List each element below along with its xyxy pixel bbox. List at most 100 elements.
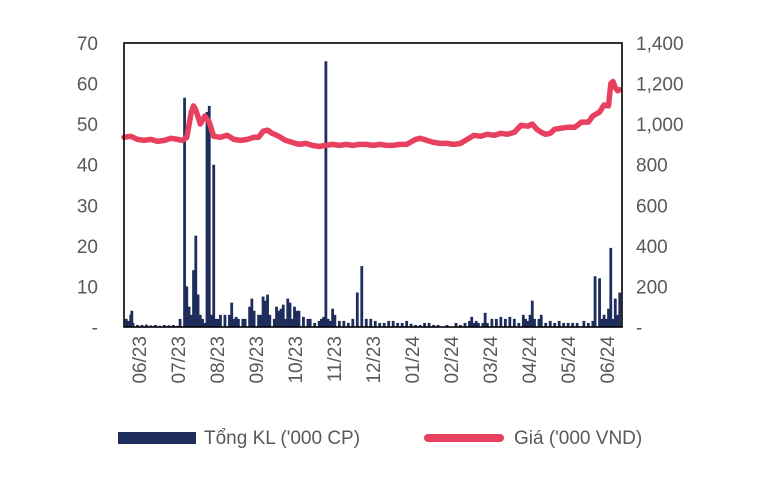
volume-bar: [140, 324, 144, 327]
volume-bar: [290, 318, 294, 327]
volume-bars: [124, 61, 622, 328]
volume-bar: [613, 298, 617, 327]
volume-bar: [275, 306, 278, 327]
volume-bar: [454, 322, 458, 327]
volume-bar: [517, 322, 521, 327]
y-right-tick-label: 200: [636, 277, 668, 298]
volume-bar: [427, 322, 431, 327]
y-right-tick-label: 1,400: [636, 34, 684, 55]
legend-swatch-volume: [118, 432, 196, 444]
volume-bar: [600, 318, 604, 327]
price-line: [121, 78, 623, 150]
volume-bar: [483, 312, 487, 327]
volume-bar: [436, 324, 440, 327]
volume-bar: [591, 320, 595, 327]
volume-bar: [342, 320, 346, 327]
volume-bar: [201, 318, 204, 327]
volume-bar: [306, 318, 310, 327]
volume-bar: [445, 324, 449, 327]
legend-label-volume: Tổng KL ('000 CP): [204, 428, 360, 449]
volume-bar: [192, 270, 195, 327]
volume-bar: [553, 322, 557, 327]
volume-bar: [616, 314, 619, 327]
volume-bar: [571, 322, 575, 327]
volume-bar: [607, 308, 610, 327]
x-tick-label: 07/23: [169, 336, 190, 384]
volume-bar: [378, 322, 382, 327]
volume-bar: [216, 318, 220, 327]
y-right-tick-label: 800: [636, 156, 668, 177]
volume-bar: [470, 316, 474, 327]
volume-bar: [313, 322, 317, 327]
y-right-tick-label: 400: [636, 237, 668, 258]
volume-bar: [360, 266, 364, 327]
volume-bar: [272, 318, 276, 327]
plot-frame: [123, 42, 623, 328]
volume-bar: [127, 320, 130, 327]
volume-bar: [268, 314, 272, 327]
volume-bar: [322, 316, 326, 327]
volume-bar: [618, 292, 622, 327]
volume-bar: [198, 314, 202, 327]
volume-bar: [259, 314, 263, 327]
volume-bar: [521, 314, 525, 327]
y-axis-right: - 200 400 600 800 1,000 1,200 1,400: [636, 34, 684, 339]
volume-bar: [512, 318, 516, 327]
volume-bar: [364, 318, 368, 327]
x-tick-label: 12/23: [364, 336, 385, 384]
x-tick-label: 09/23: [247, 336, 268, 384]
volume-bar: [185, 286, 189, 327]
volume-bar: [477, 322, 480, 327]
volume-bar: [499, 316, 503, 327]
volume-bar: [503, 318, 507, 327]
volume-bar: [214, 318, 218, 327]
volume-bar: [293, 306, 296, 327]
y-axis-left: - 10 20 30 40 50 60 70: [77, 34, 98, 339]
volume-bar: [257, 314, 260, 327]
volume-bar: [391, 320, 395, 327]
volume-bar: [544, 322, 548, 327]
volume-bar: [136, 324, 139, 327]
volume-bar: [459, 324, 462, 327]
x-tick-label: 11/23: [325, 336, 346, 382]
volume-bar: [548, 320, 552, 327]
volume-bar: [295, 310, 299, 327]
volume-bar: [189, 314, 193, 327]
volume-bar: [149, 325, 153, 327]
volume-bar: [423, 322, 426, 327]
volume-bar: [207, 105, 211, 327]
volume-bar: [124, 318, 128, 327]
volume-bar: [472, 322, 476, 327]
volume-bar: [490, 318, 494, 327]
volume-bar: [508, 316, 512, 327]
volume-bar: [373, 320, 377, 327]
volume-bar: [286, 298, 290, 327]
volume-bar: [261, 296, 265, 327]
volume-bar: [432, 324, 435, 327]
volume-bar: [252, 310, 256, 327]
y-right-tick-label: 600: [636, 196, 668, 217]
volume-bar: [566, 322, 570, 327]
volume-bar: [205, 111, 209, 327]
y-left-tick-label: 60: [77, 75, 98, 96]
volume-bar: [582, 320, 586, 327]
y-left-tick-label: 10: [77, 277, 98, 298]
volume-bar: [228, 314, 231, 327]
volume-bar: [324, 61, 328, 327]
volume-bar: [611, 318, 615, 327]
y-left-tick-label: 20: [77, 237, 98, 258]
volume-bar: [263, 300, 267, 327]
volume-bar: [331, 308, 335, 327]
volume-bar: [130, 310, 134, 327]
volume-bar: [317, 320, 321, 327]
y-right-tick-label: -: [636, 318, 642, 339]
volume-bar: [486, 322, 489, 327]
volume-bar: [241, 318, 245, 327]
volume-bar: [369, 318, 373, 327]
volume-bar: [575, 322, 579, 327]
volume-bar: [167, 325, 171, 327]
volume-bar: [609, 247, 613, 327]
volume-bar: [266, 294, 269, 327]
y-left-tick-label: 70: [77, 34, 98, 55]
